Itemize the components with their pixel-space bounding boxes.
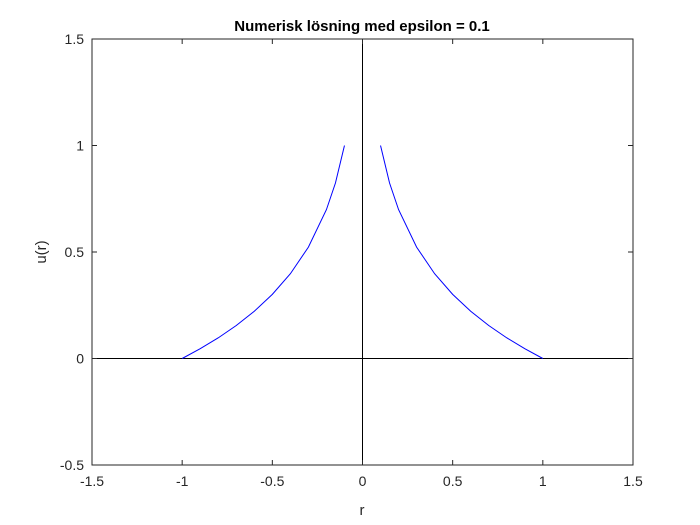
x-axis-label: r [360,502,365,519]
reference-lines [92,39,633,465]
y-tick-label: 1 [76,138,84,154]
series-line-2 [380,145,544,359]
x-tick-label: -1.5 [80,473,104,489]
x-tick-label: 0 [359,473,367,489]
y-tick-label: 1.5 [65,31,85,47]
x-tick-label: 0.5 [443,473,463,489]
y-axis: -0.5 0 0.5 1 1.5 [60,31,633,473]
y-tick-label: 0.5 [65,244,85,260]
series-layer [181,145,544,359]
x-tick-label: 1 [539,473,547,489]
y-tick-label: 0 [76,351,84,367]
x-axis: -1.5 -1 -0.5 0 0.5 1 1.5 [80,39,643,489]
series-line-1 [181,145,345,359]
chart-title: Numerisk lösning med epsilon = 0.1 [234,18,490,35]
x-tick-label: -0.5 [260,473,284,489]
y-axis-label: u(r) [33,240,50,263]
x-tick-label: -1 [176,473,189,489]
x-tick-label: 1.5 [623,473,643,489]
y-tick-label: -0.5 [60,457,84,473]
